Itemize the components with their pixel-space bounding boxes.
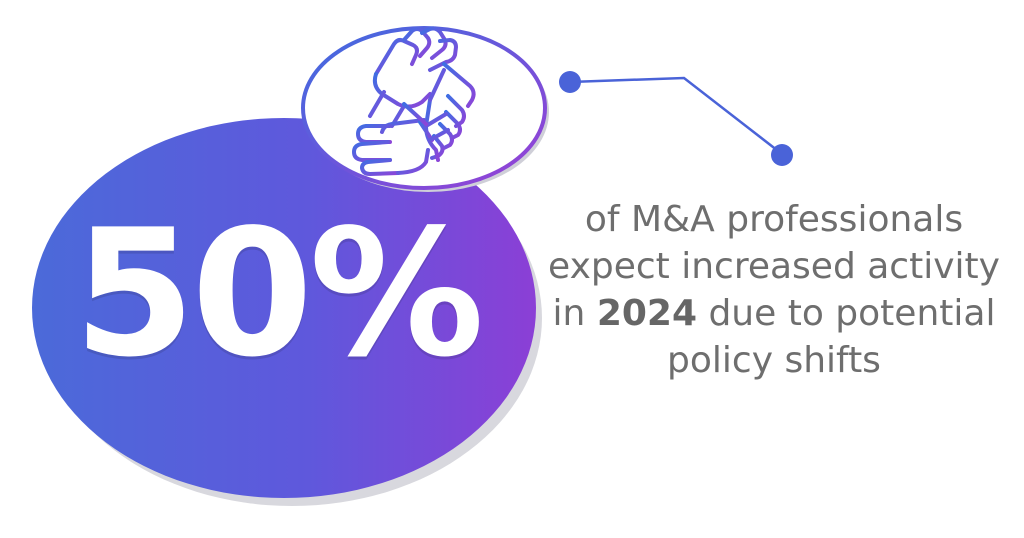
icon-badge-ring — [301, 26, 547, 190]
stat-description: of M&A professionals expect increased ac… — [548, 196, 1000, 384]
stat-value: 50% — [73, 193, 485, 396]
connector-path — [569, 76, 783, 155]
icon-badge — [301, 26, 549, 192]
connector-line — [559, 71, 793, 166]
stat-blob-fill — [32, 118, 536, 498]
connector-dot-end — [771, 144, 793, 166]
description-year: 2024 — [596, 293, 698, 334]
description-text-after: due to potential policy shifts — [667, 293, 996, 381]
stat-blob — [32, 118, 542, 506]
connector-dot-start — [559, 71, 581, 93]
teamwork-hands-icon — [352, 26, 476, 176]
description-text-before: of M&A professionals expect increased ac… — [548, 199, 1000, 334]
